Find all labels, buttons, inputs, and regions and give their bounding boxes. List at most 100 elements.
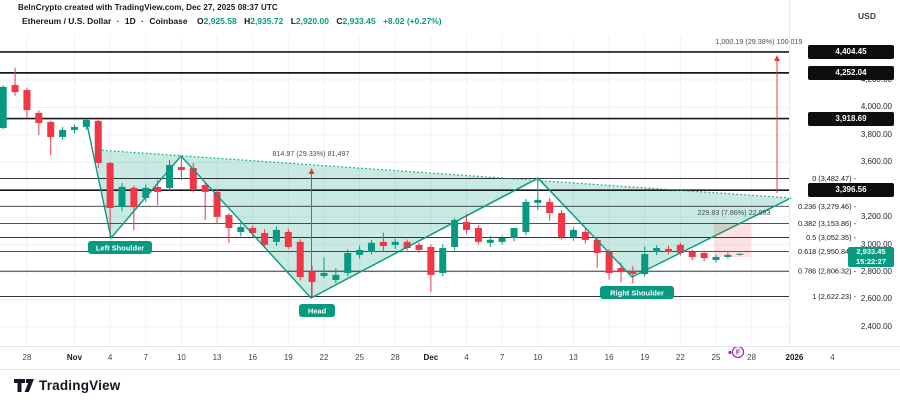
- candle: [439, 244, 447, 277]
- candle: [201, 182, 209, 220]
- time-axis[interactable]: 28 Nov 4 7 10 13 16 19 22 25 28 Dec 4 7 10 13 16 19 22 25 28…: [0, 346, 900, 370]
- candle: [463, 214, 471, 234]
- candle: [700, 250, 708, 262]
- measure-annotation-text: 229.83 (7.86%) 22,983: [697, 208, 770, 217]
- candle-body: [558, 213, 566, 237]
- pattern-badge[interactable]: [299, 304, 335, 317]
- currency-label: USD: [858, 11, 876, 21]
- credit-line: BeInCrypto created with TradingView.com,…: [18, 3, 278, 12]
- candle: [118, 182, 126, 212]
- tradingview-logo-text: TradingView: [39, 377, 121, 393]
- candle: [296, 239, 304, 281]
- candle-body: [439, 248, 447, 273]
- candle-body: [724, 254, 732, 257]
- candle: [320, 257, 328, 279]
- candle: [534, 178, 542, 210]
- candle-body: [641, 254, 649, 275]
- pattern-badge[interactable]: [88, 241, 152, 254]
- candle-body: [712, 256, 720, 260]
- symbol-info-bar[interactable]: Ethereum / U.S. Dollar · 1D · Coinbase O…: [22, 16, 442, 26]
- time-axis-tick: 28: [747, 353, 757, 362]
- candle: [427, 244, 435, 292]
- candle: [344, 249, 352, 277]
- time-axis-tick: 2026: [785, 353, 804, 362]
- measure-annotation-text: 1,000.19 (29.38%) 100,019: [715, 37, 802, 46]
- candle-body: [23, 90, 31, 111]
- pattern-badge-label: Left Shoulder: [96, 244, 144, 253]
- candle: [688, 249, 696, 261]
- fib-level-label: 0.786 (2,806.32) -: [798, 267, 857, 276]
- tradingview-logo[interactable]: TradingView: [14, 373, 120, 397]
- price-level-badge: 3,918.69: [808, 111, 894, 126]
- candle: [272, 226, 280, 246]
- candle-body: [463, 221, 471, 230]
- candle-body: [320, 272, 328, 277]
- candle: [486, 236, 494, 247]
- candle: [581, 228, 589, 244]
- candle: [712, 254, 720, 263]
- close-value: 2,933.45: [342, 16, 376, 26]
- economic-event-glyph: F: [736, 350, 741, 357]
- time-axis-tick: 4: [107, 353, 113, 362]
- candle: [510, 228, 518, 242]
- price-level-badge: 4,252.04: [808, 65, 894, 80]
- time-axis-tick: 25: [711, 353, 721, 362]
- candle-body: [700, 252, 708, 259]
- candle: [166, 159, 174, 192]
- candle: [664, 245, 672, 255]
- candle: [47, 120, 55, 156]
- time-axis-tick: 10: [533, 353, 543, 362]
- candle: [308, 265, 316, 297]
- candle-body: [166, 165, 174, 188]
- candle-body: [296, 241, 304, 277]
- candle: [59, 126, 67, 141]
- candle-body: [225, 214, 233, 229]
- price-axis-tick: 2,600.00: [860, 294, 892, 304]
- time-axis-tick: 7: [143, 353, 148, 362]
- candle-body: [332, 274, 340, 280]
- time-axis-tick: Dec: [423, 353, 439, 362]
- candle-body: [534, 199, 542, 203]
- time-axis-tick: 13: [568, 353, 578, 362]
- candle-body: [261, 232, 269, 245]
- candle-body: [451, 219, 459, 247]
- time-axis-tick: Nov: [66, 353, 83, 362]
- candle: [82, 118, 90, 131]
- candle: [498, 235, 506, 245]
- candle-body: [736, 253, 744, 255]
- resistance-zone-box[interactable]: [714, 224, 751, 257]
- symbol-title: Ethereum / U.S. Dollar: [22, 16, 112, 26]
- candle: [605, 249, 613, 280]
- candle: [35, 110, 43, 136]
- candle: [130, 185, 138, 231]
- time-axis-tick: 28: [390, 353, 400, 362]
- price-axis[interactable]: USD 2,933.45 15:22:27 4,200.004,000.003,…: [789, 0, 900, 346]
- candle-body: [201, 184, 209, 192]
- price-axis-tick: 4,000.00: [860, 102, 892, 112]
- price-axis-tick: 2,400.00: [860, 321, 892, 331]
- pattern-fill[interactable]: [98, 150, 791, 298]
- candle: [451, 218, 459, 251]
- time-axis-tick: 10: [176, 353, 186, 362]
- price-axis-tick: 3,600.00: [860, 157, 892, 167]
- candle: [379, 232, 387, 252]
- measure-annotation-text: 814.97 (29.33%) 81,497: [272, 149, 349, 158]
- candle-body: [415, 244, 423, 250]
- fib-level-label: 0.382 (3,153.86) -: [798, 219, 857, 228]
- candle: [225, 213, 233, 243]
- candle: [736, 253, 744, 256]
- candle: [261, 229, 269, 247]
- candle: [177, 156, 185, 181]
- candle: [415, 242, 423, 253]
- event-dot-icon[interactable]: [728, 350, 732, 355]
- candle-body: [0, 86, 7, 129]
- time-axis-tick: 16: [604, 353, 614, 362]
- candle: [593, 236, 601, 268]
- candle-body: [605, 252, 613, 273]
- pattern-badge[interactable]: [600, 286, 674, 299]
- candle: [356, 245, 364, 259]
- candle: [403, 239, 411, 251]
- countdown-timer: 15:22:27: [855, 257, 887, 266]
- price-axis-tick: 3,200.00: [860, 212, 892, 222]
